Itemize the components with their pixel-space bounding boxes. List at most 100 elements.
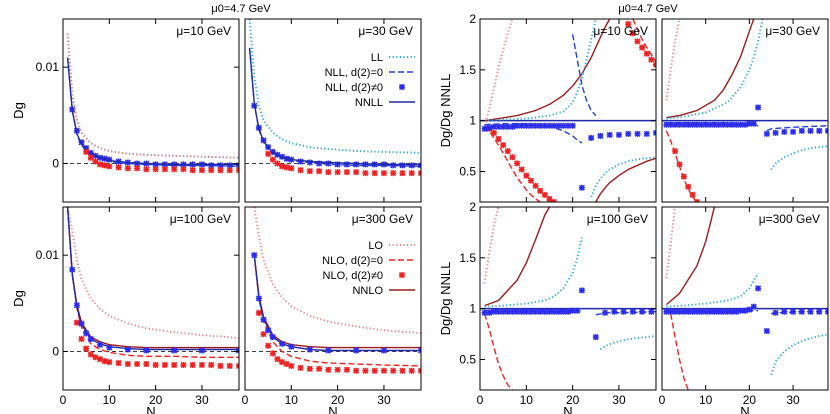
data-point-marker (509, 308, 516, 315)
x-axis-label: N (740, 404, 749, 414)
data-point-marker (288, 362, 295, 369)
series-group (251, 207, 421, 374)
data-point-marker (500, 123, 507, 130)
data-point-marker (189, 361, 196, 368)
data-point-marker (720, 308, 727, 315)
y-axis-label: Dg (11, 102, 26, 119)
data-point-marker (399, 162, 406, 169)
data-point-marker (398, 83, 406, 91)
data-point-marker (297, 167, 304, 174)
data-point-marker (648, 56, 655, 63)
data-point-marker (693, 121, 700, 128)
data-point-marker (198, 361, 205, 368)
series-NLL_d0 (766, 125, 828, 132)
data-point-marker (380, 347, 387, 354)
data-point-marker (265, 342, 272, 349)
y-tick-label: 1 (469, 302, 476, 316)
data-point-marker (772, 129, 779, 136)
data-point-marker (680, 121, 687, 128)
series-group (481, 207, 656, 390)
x-axis-label: N (563, 404, 572, 414)
data-point-marker (198, 167, 205, 174)
series-NLO_d0 (632, 19, 656, 63)
right-header: μ0=4.7 GeV (618, 3, 678, 15)
data-point-marker (639, 44, 646, 51)
data-point-marker (737, 121, 744, 128)
series-LO (483, 19, 514, 127)
data-point-marker (83, 345, 90, 352)
data-point-marker (83, 148, 90, 155)
legend-label: NLL, d(2)=0 (325, 67, 383, 79)
series-LL (66, 33, 239, 159)
data-point-marker (306, 168, 313, 175)
data-point-marker (408, 367, 415, 374)
data-point-marker (255, 295, 262, 302)
data-point-marker (78, 335, 85, 342)
y-tick-label: 0 (52, 344, 59, 358)
data-point-marker (527, 177, 534, 184)
data-point-marker (728, 121, 735, 128)
data-point-marker (371, 367, 378, 374)
data-point-marker (274, 356, 281, 363)
data-point-marker (380, 170, 387, 177)
data-point-marker (569, 307, 576, 314)
data-point-marker (353, 169, 360, 176)
x-tick-label: 10 (285, 393, 299, 407)
data-point-marker (500, 308, 507, 315)
data-point-marker (676, 308, 683, 315)
data-point-marker (588, 134, 595, 141)
y-axis-label: Dg/Dg NNLL (438, 74, 453, 148)
series-LO (253, 207, 421, 335)
data-point-marker (481, 309, 488, 316)
data-point-marker (551, 308, 558, 315)
series-NLL_dne0 (663, 104, 828, 137)
legend-label: NLO, d(2)=0 (322, 255, 383, 267)
data-point-marker (724, 308, 731, 315)
y-axis-label: Dg (11, 290, 26, 307)
series-NNLO (484, 19, 611, 122)
data-point-marker (564, 122, 572, 129)
data-point-marker (689, 308, 696, 315)
data-point-marker (217, 167, 224, 174)
data-point-marker (124, 360, 131, 368)
data-point-marker (353, 367, 360, 374)
legend-label: NNLO (352, 285, 383, 297)
data-point-marker (555, 122, 562, 129)
x-tick-label: 30 (195, 393, 209, 407)
data-point-marker (648, 308, 655, 315)
data-point-marker (69, 266, 76, 273)
data-point-marker (353, 347, 360, 354)
data-point-marker (728, 308, 735, 315)
series-NNLO (665, 207, 716, 306)
data-point-marker (807, 308, 814, 315)
series-NLL_dne0 (481, 122, 656, 191)
y-tick-label: 0.5 (459, 165, 476, 179)
y-tick-label: 0 (52, 156, 59, 170)
series-NLO_d0 (665, 130, 698, 202)
data-point-marker (490, 123, 497, 130)
y-tick-label: 0.01 (36, 248, 60, 262)
data-point-marker (316, 160, 323, 167)
data-point-marker (97, 161, 104, 168)
data-point-marker (537, 122, 544, 129)
data-point-marker (83, 330, 90, 337)
data-point-marker (514, 122, 521, 129)
data-point-marker (265, 150, 272, 157)
data-point-marker (798, 127, 805, 134)
data-point-marker (171, 361, 178, 368)
data-point-marker (260, 331, 267, 338)
series-NLL_dne0 (69, 266, 239, 354)
data-point-marker (217, 162, 224, 169)
series-NLO_d0 (670, 313, 689, 390)
series-NNLL (66, 207, 239, 351)
legend: LO NLO, d(2)=0 NLO, d(2)≠0 NNLO (322, 240, 415, 297)
data-point-marker (733, 121, 740, 128)
data-point-marker (260, 316, 267, 323)
data-point-marker (750, 303, 757, 310)
panel-lo-mu300: 0 10 20 30 Nμ=300 GeV LO NLO, d(2)=0 NLO, d(2)≠… (242, 206, 422, 414)
data-point-marker (495, 308, 502, 315)
series-LO (483, 207, 500, 284)
data-point-marker (297, 158, 304, 165)
data-point-marker (171, 166, 178, 173)
